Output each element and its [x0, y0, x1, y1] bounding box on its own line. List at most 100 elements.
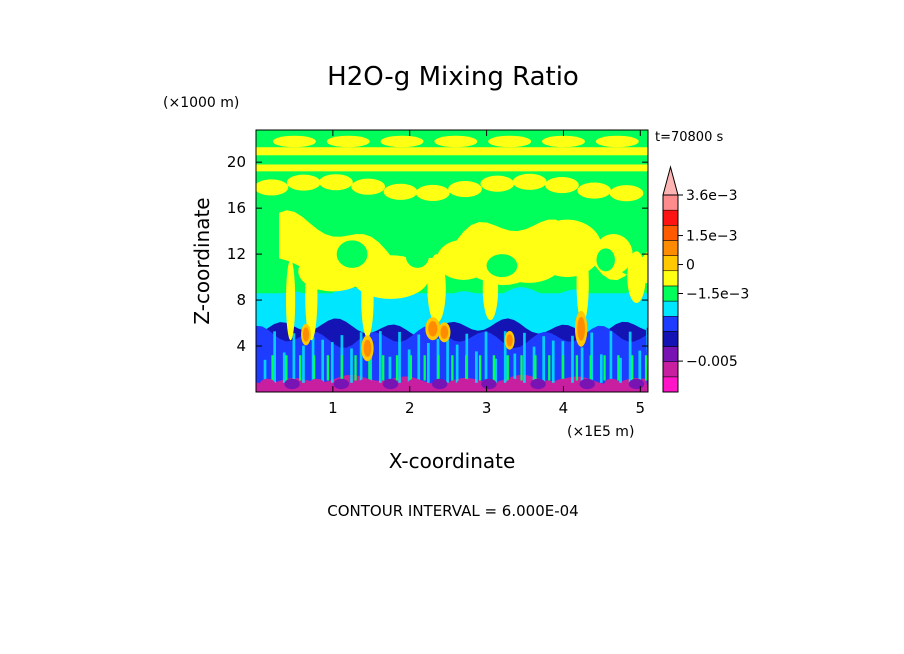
y-tick-label: 8: [236, 291, 246, 309]
field-top-blob: [595, 135, 639, 148]
x-tick-label: 5: [636, 399, 646, 417]
field-surface-blob: [628, 378, 645, 390]
field-green-stripe: [312, 355, 316, 381]
field-column-stripe: [330, 342, 334, 383]
field-column-stripe: [388, 356, 392, 383]
field-dry-pocket: [405, 244, 429, 268]
chart-title: H2O-g Mixing Ratio: [327, 62, 579, 92]
colorbar-swatch: [662, 270, 679, 287]
field-column-stripe: [359, 332, 363, 383]
field-upper-strip: [256, 164, 648, 172]
field-upper-blob: [448, 181, 482, 198]
x-axis-label: X-coordinate: [389, 449, 516, 473]
colorbar-swatch: [662, 255, 679, 272]
field-upper-blob: [351, 178, 386, 195]
colorbar-swatch: [662, 331, 679, 347]
field-column-stripe: [369, 355, 373, 383]
field-surface-blob: [604, 378, 620, 390]
x-unit-label: (×1E5 m): [567, 424, 634, 440]
field-column-stripe: [619, 357, 622, 383]
field-green-stripe: [382, 355, 385, 381]
field-column-stripe: [350, 348, 353, 383]
field-upper-strip: [256, 147, 648, 156]
x-axis-ticks: 1 2 3 4 5: [328, 130, 645, 417]
field-top-blob: [541, 135, 585, 148]
field-surface-blob: [284, 378, 300, 390]
field-green-stripe: [326, 355, 330, 381]
field-green-stripe: [451, 355, 454, 381]
field-column-stripe: [378, 331, 382, 383]
colorbar-swatch: [662, 376, 679, 393]
mixing-ratio-field: [256, 130, 648, 392]
y-tick-label: 20: [227, 153, 246, 171]
field-green-stripe: [617, 355, 620, 381]
field-column-stripe: [292, 333, 296, 383]
field-column-stripe: [542, 336, 546, 383]
field-column-stripe: [263, 359, 267, 383]
colorbar-swatch: [662, 225, 679, 241]
field-dry-pocket: [486, 254, 518, 278]
field-column-stripe: [407, 349, 411, 383]
field-green-stripe: [340, 355, 343, 381]
field-green-stripe: [354, 355, 357, 381]
field-green-stripe: [492, 355, 496, 381]
field-upper-blob: [609, 185, 644, 202]
colorbar-swatch: [662, 240, 679, 256]
field-upper-strip: [256, 130, 648, 142]
field-green-stripe: [285, 355, 288, 381]
field-surface-blob: [407, 378, 423, 390]
field-column-stripe: [282, 352, 286, 383]
field-column-stripe: [571, 335, 574, 383]
colorbar-arrow: [662, 165, 679, 196]
field-surface-blob: [554, 378, 571, 390]
field-column-stripe: [551, 340, 555, 383]
field-surface-blob: [333, 378, 350, 390]
field-upper-blob: [319, 174, 353, 191]
y-axis-ticks: 4 8 12 16 20: [227, 153, 648, 355]
field-green-stripe: [506, 355, 509, 381]
plot-frame: [255, 129, 649, 393]
field-green-stripe: [478, 355, 482, 381]
field-column-stripe: [513, 353, 517, 383]
y-tick-label: 16: [227, 199, 246, 217]
x-tick-label: 4: [559, 399, 569, 417]
colorbar-label: −0.005: [686, 354, 738, 370]
colorbar-label: 0: [686, 258, 695, 274]
field-surface-blob: [382, 378, 399, 390]
colorbar-swatch: [662, 315, 679, 332]
field-column-stripe: [628, 331, 632, 383]
field-column-stripe: [321, 339, 325, 383]
field-top-blob: [272, 135, 316, 148]
x-tick-label: 3: [482, 399, 492, 417]
colorbar-label: 3.6e−3: [686, 188, 738, 204]
colorbar-label: −1.5e−3: [686, 287, 749, 303]
x-tick-label: 1: [328, 399, 338, 417]
field-green-stripe: [271, 355, 274, 381]
field-green-stripe: [368, 355, 371, 381]
field-upper-blob: [415, 184, 450, 202]
field-green-stripe: [534, 355, 537, 381]
field-column-stripe: [446, 337, 449, 383]
field-dry-pocket: [336, 240, 368, 268]
field-core-inner: [302, 327, 310, 342]
field-top-blob: [488, 135, 532, 148]
field-green-stripe: [299, 355, 302, 381]
field-surface-blob: [456, 378, 472, 390]
field-core-inner: [577, 316, 585, 341]
field-green-stripe: [575, 355, 579, 381]
field-column-stripe: [484, 331, 488, 383]
colorbar-labels: −0.005 −1.5e−3 0 1.5e−3 3.6e−3: [678, 188, 749, 370]
field-upper-blob: [383, 183, 418, 200]
field-column-stripe: [302, 345, 305, 383]
field-column-stripe: [609, 331, 613, 383]
field-column-stripe: [475, 351, 478, 383]
field-upper-blob: [256, 179, 289, 196]
y-tick-label: 4: [236, 337, 246, 355]
x-tick-label: 2: [405, 399, 415, 417]
field-column-stripe: [638, 350, 642, 383]
time-label: t=70800 s: [655, 130, 723, 145]
field-upper-blob: [286, 174, 321, 191]
field-green-stripe: [423, 355, 426, 381]
field-column-stripe: [523, 332, 526, 383]
field-green-stripe: [644, 355, 648, 381]
